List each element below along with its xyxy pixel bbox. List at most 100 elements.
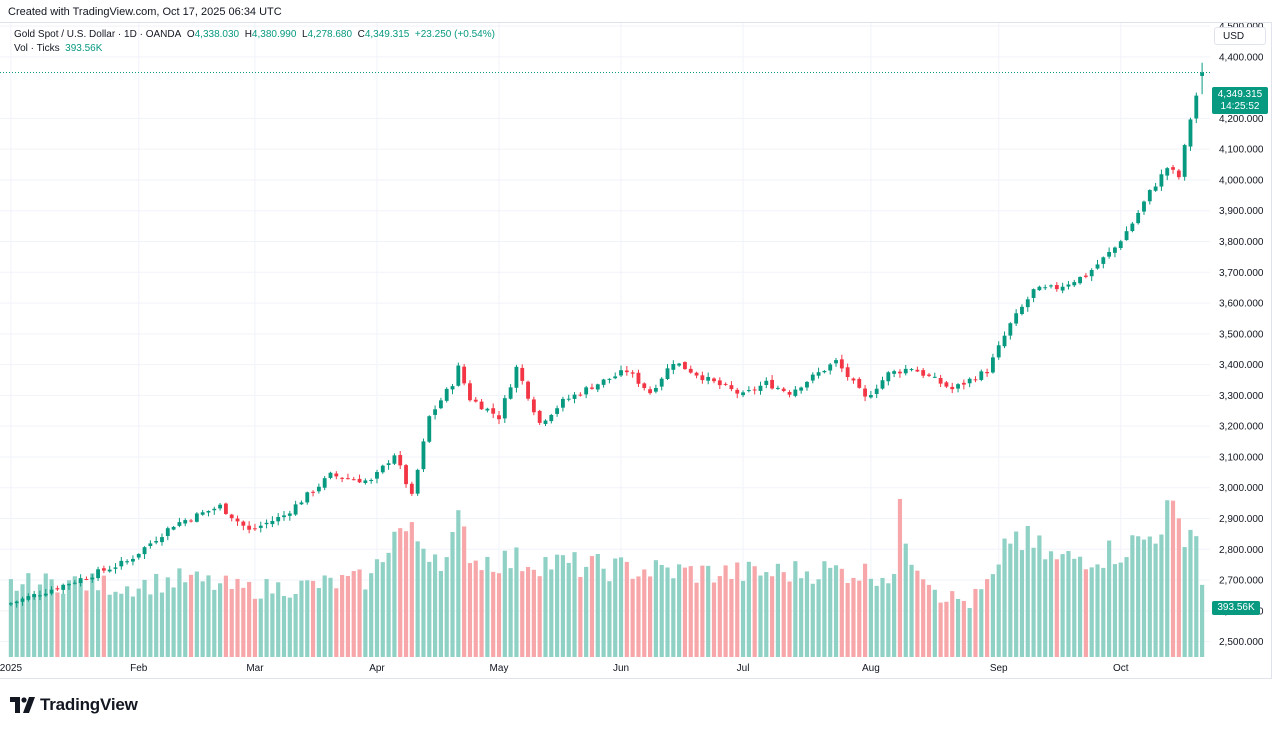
volume-bar <box>851 577 856 657</box>
candle-body <box>311 491 315 493</box>
volume-bar <box>915 570 920 657</box>
volume-bar <box>159 592 165 657</box>
candle-body <box>694 372 699 376</box>
volume-bar <box>938 602 943 657</box>
volume-bar <box>816 579 821 657</box>
candle-body <box>218 504 223 509</box>
volume-bar <box>438 570 443 657</box>
close-label: C <box>357 29 365 40</box>
symbol-title[interactable]: Gold Spot / U.S. Dollar · 1D · OANDA <box>14 29 182 40</box>
candle-body <box>1176 170 1181 178</box>
x-axis-label: Apr <box>369 663 385 674</box>
candle-body <box>659 378 664 387</box>
volume-bar <box>119 593 124 657</box>
volume-bar <box>781 572 786 657</box>
volume-bar <box>740 580 746 657</box>
volume-bar <box>467 563 473 657</box>
candle-body <box>892 371 897 374</box>
candle-body <box>642 383 647 388</box>
volume-bar <box>206 575 211 657</box>
candle-body <box>956 384 960 389</box>
candle-body <box>55 588 60 590</box>
candle-body <box>653 387 658 392</box>
volume-bar <box>909 564 914 657</box>
low-label: L <box>301 29 308 40</box>
candle-body <box>160 537 164 543</box>
candle-body <box>276 516 281 522</box>
candle-body <box>444 388 449 401</box>
candle-body <box>212 508 217 511</box>
candle-body <box>1066 284 1071 287</box>
volume-bar <box>746 561 751 657</box>
volume-bar <box>43 573 48 657</box>
volume-bar <box>252 598 258 657</box>
candle-body <box>1095 264 1100 269</box>
candle-body <box>764 380 769 385</box>
candle-body <box>223 503 228 514</box>
candle-body <box>996 345 1001 358</box>
volume-bar <box>665 567 670 657</box>
y-axis-label: 2,500.000 <box>1219 637 1264 648</box>
candle-body <box>961 382 966 385</box>
x-axis-label: Feb <box>130 663 148 674</box>
x-axis-label: Jun <box>613 663 629 674</box>
volume-bar <box>961 600 966 657</box>
candle-body <box>927 374 931 376</box>
created-with-text: Created with TradingView.com, Oct 17, 20… <box>8 6 282 18</box>
volume-bar <box>944 601 949 657</box>
volume-bar <box>90 573 95 657</box>
volume-bar <box>549 569 554 657</box>
candle-body <box>1049 285 1053 287</box>
candle-body <box>84 578 89 580</box>
volume-bar <box>258 598 263 657</box>
volume-bar <box>892 573 897 657</box>
candle-body <box>857 378 862 388</box>
volume-bar <box>334 588 339 657</box>
candle-body <box>258 525 263 528</box>
price-chart[interactable]: 2,500.0002,600.0002,700.0002,800.0002,90… <box>0 23 1272 680</box>
volume-bar <box>305 580 310 657</box>
volume-bar <box>601 568 606 657</box>
candle-body <box>1118 241 1123 248</box>
volume-bar <box>148 594 153 657</box>
volume-bar <box>322 575 327 657</box>
volume-bar <box>1002 538 1007 657</box>
y-axis-label: 3,400.000 <box>1219 360 1264 371</box>
candle-body <box>845 367 850 378</box>
candle-body <box>851 378 856 381</box>
volume-bar <box>770 576 775 657</box>
volume-bar <box>717 576 722 657</box>
volume-bar <box>194 571 199 657</box>
volume-bar <box>107 594 112 657</box>
candle-body <box>1072 282 1077 286</box>
volume-bar <box>589 556 595 657</box>
candle-body <box>1002 335 1007 347</box>
volume-bar <box>1147 536 1152 657</box>
volume-bar <box>32 594 37 657</box>
volume-bar <box>1054 559 1059 657</box>
volume-bar <box>839 568 844 657</box>
volume-bar <box>171 587 176 657</box>
currency-button[interactable]: USD <box>1214 27 1266 45</box>
x-axis-label: Sep <box>990 663 1008 674</box>
volume-bar <box>1159 534 1164 657</box>
volume-bar <box>450 532 455 657</box>
volume-bar <box>427 561 432 657</box>
y-axis-label: 4,100.000 <box>1219 145 1264 156</box>
candle-body <box>14 601 19 604</box>
volume-bar <box>316 588 321 657</box>
candle-body <box>1054 285 1059 290</box>
volume-bar <box>1019 550 1025 657</box>
volume-bar <box>531 569 536 657</box>
chart-pane[interactable]: 2,500.0002,600.0002,700.0002,800.0002,90… <box>0 22 1272 679</box>
volume-bar <box>403 531 409 657</box>
candle-body <box>1171 167 1175 170</box>
volume-bar <box>212 589 217 657</box>
y-axis-label: 3,600.000 <box>1219 299 1264 310</box>
candle-body <box>903 368 908 374</box>
volume-bar <box>775 563 781 657</box>
candle-body <box>648 389 652 394</box>
volume-label[interactable]: Vol · Ticks <box>14 43 60 54</box>
volume-bar <box>990 574 996 657</box>
candle-body <box>61 584 66 590</box>
